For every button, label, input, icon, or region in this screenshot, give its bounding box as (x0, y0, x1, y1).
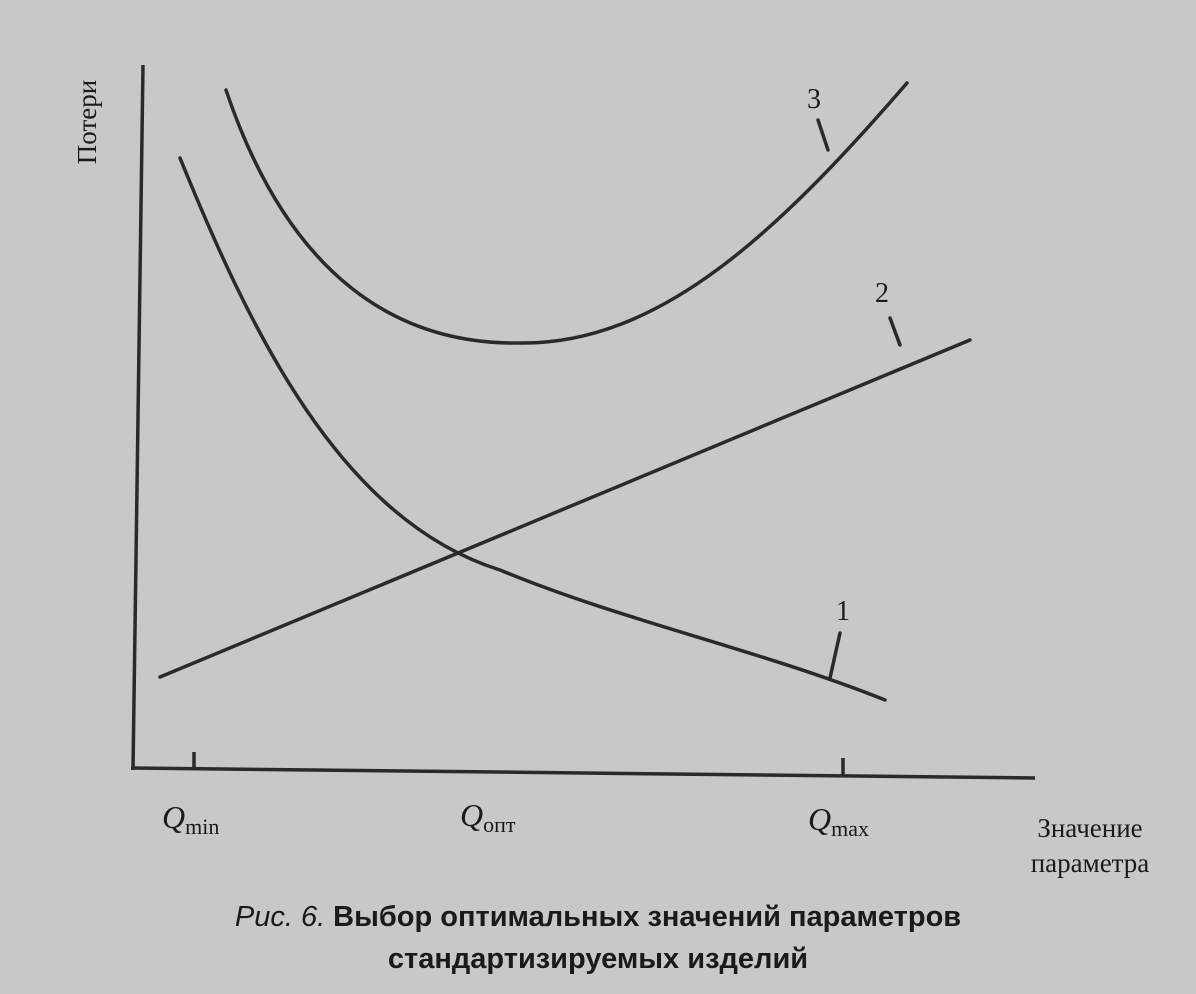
x-label-2: параметра (1031, 848, 1150, 878)
tick-symbol: Q (162, 799, 185, 835)
x-label-1: Значение (1037, 813, 1142, 843)
tick-subscript: опт (483, 812, 516, 837)
y-axis (131, 64, 145, 771)
tick-subscript: min (185, 814, 219, 839)
tick-symbol: Q (460, 797, 483, 833)
curve-2 (158, 338, 972, 679)
leader-2 (888, 316, 902, 347)
curve-label: 2 (875, 278, 889, 309)
curve-label: 1 (836, 596, 850, 627)
tick-label: Qmin (162, 799, 219, 839)
caption-line-1: Рис. 6. Выбор оптимальных значений параме… (235, 901, 961, 933)
tick-label: Qопт (460, 797, 516, 837)
curve-label: 3 (807, 84, 821, 115)
caption-number: Рис. 6. (235, 901, 325, 933)
curve-3 (224, 81, 909, 345)
tick-symbol: Q (808, 801, 831, 837)
x-axis (130, 766, 1036, 780)
curve-1 (178, 156, 887, 702)
tick-label: Qmax (808, 801, 869, 841)
y-label: Потери (72, 80, 102, 164)
leader-3 (816, 118, 830, 152)
tick-subscript: max (831, 816, 869, 841)
leader-1 (828, 631, 842, 680)
caption-line-2: стандартизируемых изделий (388, 943, 808, 975)
caption-title: Выбор оптимальных значений параметров (333, 901, 961, 933)
